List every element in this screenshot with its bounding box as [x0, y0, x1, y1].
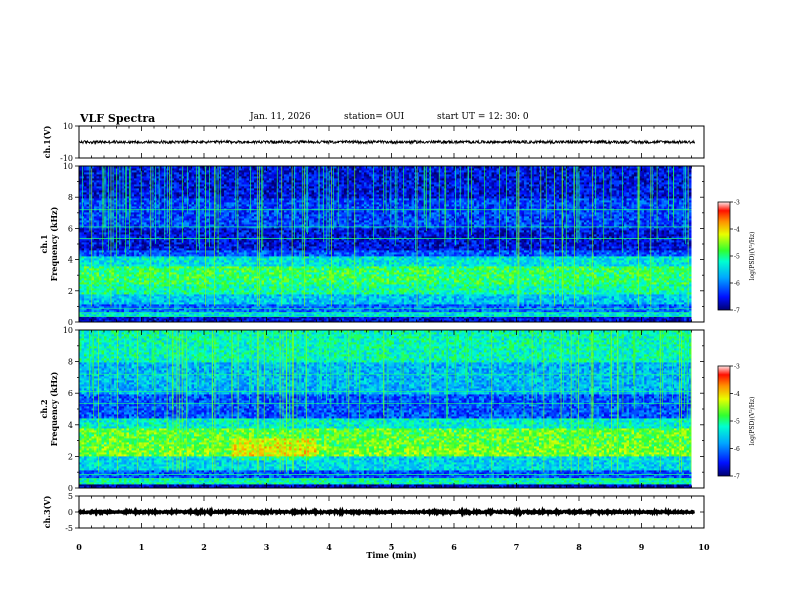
ch1-waveform-ylabel: ch.1(V) [42, 125, 52, 158]
ch1-waveform-ytick-label: 10 [63, 122, 73, 131]
ch1-waveform-trace [79, 141, 695, 144]
ch1-spectrogram-cells [79, 166, 692, 322]
